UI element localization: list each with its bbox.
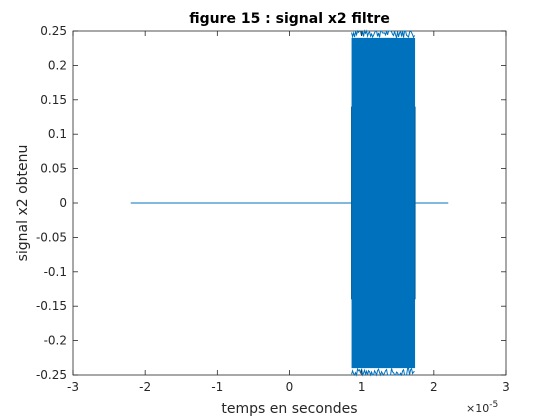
x-tick-label: 1: [358, 380, 366, 394]
series-oscillation-band: [351, 37, 416, 369]
y-tick-label: 0: [59, 196, 67, 210]
y-tick-label: 0.25: [40, 24, 67, 38]
x-tick-label: 2: [430, 380, 438, 394]
plot-area: [72, 29, 507, 377]
x-tick-label: -1: [211, 380, 223, 394]
y-tick-label: -0.05: [36, 230, 67, 244]
axis-ticks: [72, 30, 507, 376]
y-tick-label: 0.1: [48, 127, 67, 141]
y-tick-label: -0.25: [36, 368, 67, 382]
x-tick-label: -2: [139, 380, 151, 394]
x-tick-label: 0: [286, 380, 294, 394]
y-tick-label: 0.2: [48, 58, 67, 72]
x-tick-labels: -3 -2 -1 0 1 2 3: [67, 380, 510, 394]
x-tick-label: 3: [502, 380, 510, 394]
y-tick-label: 0.05: [40, 162, 67, 176]
chart-title: figure 15 : signal x2 filtre: [189, 11, 390, 27]
x-axis-label: temps en secondes: [221, 401, 357, 417]
y-tick-label: -0.15: [36, 299, 67, 313]
y-tick-label: -0.1: [44, 265, 67, 279]
x-exponent-power: -5: [489, 400, 498, 410]
y-tick-labels: -0.25 -0.2 -0.15 -0.1 -0.05 0 0.05 0.1 0.15 0.2 0.…: [36, 24, 67, 382]
x-exponent-base: ×10: [466, 402, 489, 415]
x-axis-exponent: ×10-5: [466, 400, 498, 415]
x-tick-label: -3: [67, 380, 79, 394]
y-tick-label: -0.2: [44, 334, 67, 348]
y-tick-label: 0.15: [40, 93, 67, 107]
y-axis-label: signal x2 obtenu: [15, 145, 31, 262]
